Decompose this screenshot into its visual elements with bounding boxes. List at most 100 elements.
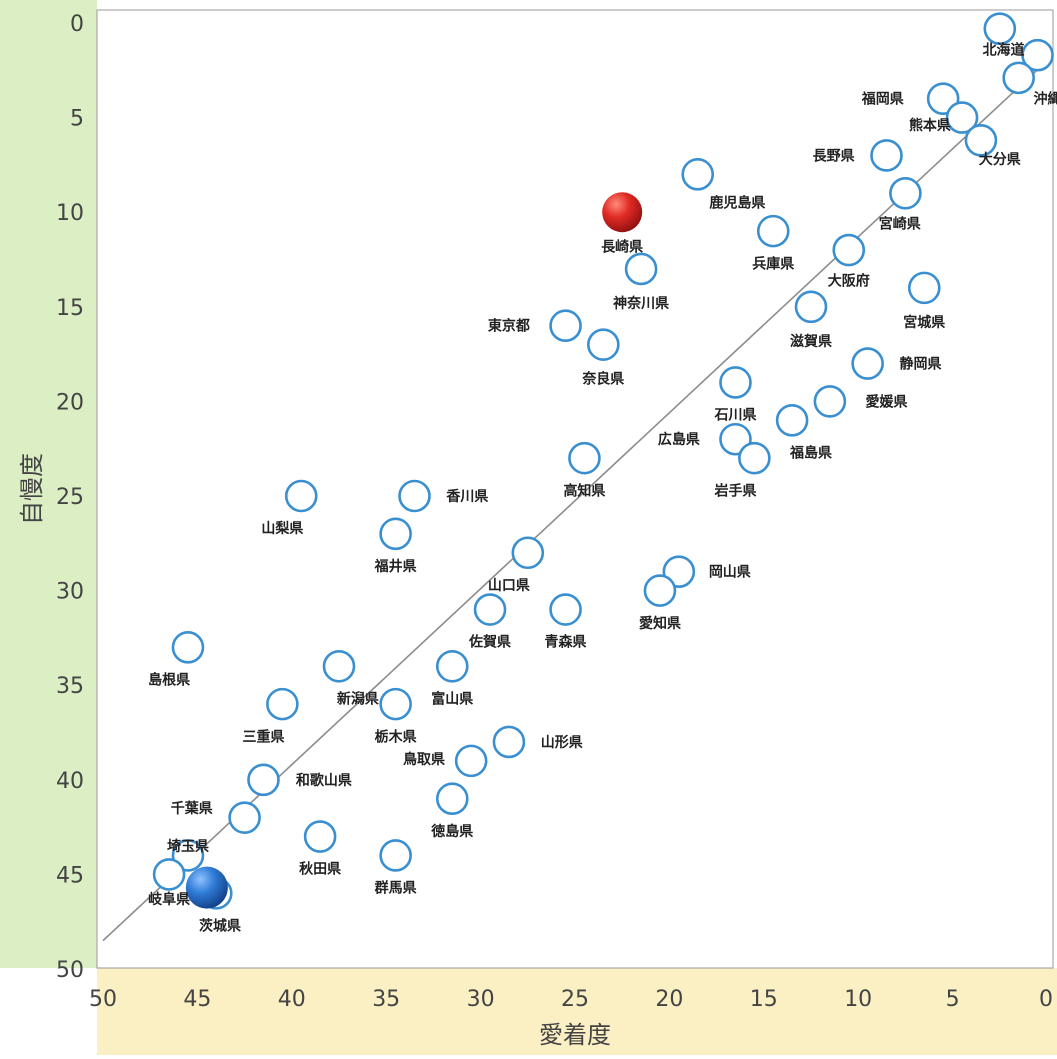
point-label: 茨城県 <box>199 917 241 934</box>
x-axis-band <box>97 968 1057 1055</box>
point-label: 大分県 <box>979 151 1021 168</box>
y-axis-title: 自慢度 <box>18 453 46 525</box>
point-label: 島根県 <box>148 672 190 689</box>
x-tick-label: 50 <box>89 987 117 1012</box>
data-point <box>549 309 582 343</box>
y-tick-label: 45 <box>56 863 84 888</box>
data-point <box>889 176 922 210</box>
data-point <box>152 858 186 891</box>
y-tick-label: 50 <box>56 958 84 983</box>
x-tick-label: 0 <box>1039 987 1053 1012</box>
point-label: 山口県 <box>488 578 530 594</box>
data-point <box>643 574 677 607</box>
data-point <box>1002 61 1035 95</box>
point-label: 富山県 <box>431 690 473 707</box>
y-tick-label: 35 <box>56 674 84 699</box>
point-label: 東京都 <box>488 318 530 335</box>
data-point <box>379 517 412 551</box>
data-point <box>284 479 318 513</box>
y-tick-label: 40 <box>56 769 84 794</box>
x-tick-label: 15 <box>750 987 778 1012</box>
data-point <box>587 328 620 361</box>
y-tick-label: 30 <box>56 580 84 605</box>
data-point <box>964 124 998 157</box>
x-axis-title: 愛着度 <box>539 1021 611 1049</box>
data-point <box>719 366 752 399</box>
data-point <box>379 687 412 721</box>
point-label: 熊本県 <box>909 117 951 134</box>
point-label: 岐阜県 <box>148 891 190 908</box>
data-point <box>322 649 356 683</box>
y-tick-label: 5 <box>70 107 84 132</box>
point-label: 山梨県 <box>261 520 303 537</box>
data-point <box>870 139 903 172</box>
point-label: 宮城県 <box>903 314 945 331</box>
x-tick-label: 30 <box>467 987 495 1012</box>
data-point <box>568 441 601 475</box>
data-point <box>492 725 526 759</box>
data-point <box>624 252 658 286</box>
point-label: 和歌山県 <box>296 772 352 789</box>
point-label: 徳島県 <box>430 823 473 840</box>
x-tick-label: 10 <box>844 987 872 1012</box>
point-label: 岩手県 <box>713 482 756 499</box>
data-point <box>171 631 205 664</box>
data-point <box>435 782 469 816</box>
point-label: 愛知県 <box>639 615 681 632</box>
point-label: 滋賀県 <box>790 333 832 350</box>
point-label: 福井県 <box>374 558 417 575</box>
data-point <box>794 290 828 324</box>
data-point <box>379 839 412 872</box>
point-label: 福岡県 <box>861 91 904 108</box>
x-axis-ticks: 50 45 40 35 30 25 20 15 10 5 0 <box>89 987 1053 1012</box>
x-tick-label: 20 <box>655 987 683 1012</box>
point-label: 高知県 <box>563 482 605 499</box>
data-point <box>511 536 545 570</box>
data-points <box>152 12 1054 910</box>
highlight-point-red <box>602 192 643 233</box>
point-label: 埼玉県 <box>167 838 209 855</box>
point-label: 広島県 <box>658 431 700 448</box>
y-tick-label: 20 <box>56 390 84 415</box>
point-label: 鹿児島県 <box>708 195 765 212</box>
point-label: 愛媛県 <box>866 393 908 410</box>
point-label: 北海道 <box>983 41 1025 58</box>
data-point <box>454 744 488 778</box>
data-point <box>228 801 261 834</box>
data-point <box>247 763 280 797</box>
point-label: 群馬県 <box>374 880 417 897</box>
point-label: 山形県 <box>541 734 583 751</box>
point-labels: 京都府北海道沖縄県福岡県熊本県大分県長野県鹿児島県宮崎県長崎県兵庫県大阪府神奈川… <box>148 41 1057 934</box>
point-label: 千葉県 <box>171 800 213 817</box>
point-label: 沖縄県 <box>1034 91 1057 108</box>
point-label: 香川県 <box>445 488 488 505</box>
point-label: 大阪府 <box>828 272 870 289</box>
x-tick-label: 35 <box>372 987 400 1012</box>
point-label: 新潟県 <box>337 690 379 707</box>
point-label: 神奈川県 <box>613 295 669 312</box>
data-point <box>907 271 941 305</box>
data-point <box>681 158 715 191</box>
point-label: 石川県 <box>713 408 756 424</box>
data-point <box>266 687 299 721</box>
point-label: 佐賀県 <box>468 634 511 651</box>
point-label: 栃木県 <box>375 728 417 745</box>
data-point <box>738 441 771 475</box>
data-point <box>813 385 847 418</box>
x-tick-label: 25 <box>561 987 589 1012</box>
point-label: 三重県 <box>242 728 284 745</box>
data-point <box>983 12 1017 45</box>
data-point <box>775 404 809 437</box>
data-point <box>435 649 469 683</box>
data-point <box>398 479 431 513</box>
y-axis-band <box>0 0 97 968</box>
point-label: 秋田県 <box>299 861 341 878</box>
data-point <box>303 820 337 853</box>
point-label: 福島県 <box>789 444 832 461</box>
point-label: 静岡県 <box>900 356 942 373</box>
point-label: 長野県 <box>813 148 855 164</box>
y-tick-label: 10 <box>56 201 84 226</box>
highlight-point-blue <box>185 866 228 909</box>
